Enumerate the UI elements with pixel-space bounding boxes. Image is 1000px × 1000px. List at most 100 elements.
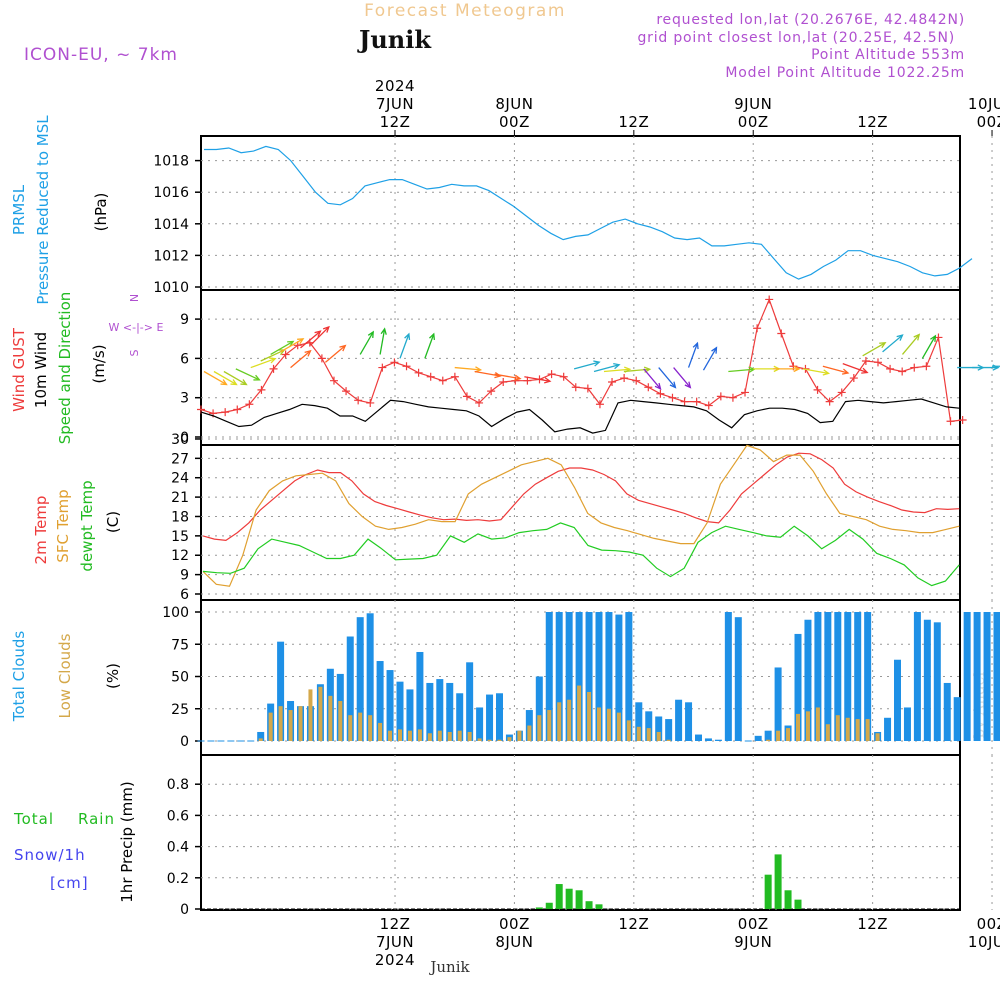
gust-marker — [849, 374, 858, 383]
arrow-shaft — [882, 334, 903, 353]
arrow-shaft — [399, 333, 410, 359]
gust-marker — [716, 392, 725, 401]
gust-marker — [329, 376, 338, 385]
total-cloud-bar — [257, 731, 265, 741]
low-cloud-bar — [805, 711, 810, 741]
wind-direction-arrow — [213, 370, 238, 386]
total-cloud-bar — [953, 697, 961, 741]
rain-bar — [595, 904, 603, 909]
total-cloud-bar — [446, 682, 454, 741]
wind-direction-arrow — [399, 332, 411, 359]
y-tick-label: 0.8 — [167, 777, 189, 793]
gust-marker — [269, 364, 278, 373]
top-time-label: 8JUN — [495, 95, 533, 113]
y-tick-label: 3 — [180, 391, 189, 407]
low-cloud-bar — [567, 699, 572, 741]
model-label: ICON-EU, ~ 7km — [24, 45, 178, 65]
wind-direction-arrow — [203, 370, 228, 386]
low-cloud-bar — [656, 731, 661, 741]
arrow-head — [304, 349, 312, 357]
total-cloud-bar — [585, 612, 593, 741]
arrow-shaft — [603, 368, 630, 373]
point-altitude: Point Altitude 553m — [811, 47, 965, 63]
wind-direction-arrow — [424, 332, 436, 359]
total-cloud-bar — [824, 612, 832, 741]
y-tick-label: 0 — [180, 734, 189, 750]
y-tick-label: 9 — [180, 312, 189, 328]
meteogram-title: Forecast Meteogram — [364, 1, 566, 21]
total-cloud-bar — [774, 667, 782, 741]
arrow-shaft — [474, 370, 501, 377]
total-cloud-bar — [933, 622, 941, 741]
rain-bar — [575, 890, 583, 909]
total-cloud-bar — [704, 738, 712, 741]
total-cloud-bar — [436, 679, 444, 741]
y-tick-label: 9 — [180, 568, 189, 584]
wind-direction-arrow — [702, 346, 718, 371]
arrow-head — [220, 379, 228, 386]
total-cloud-bar — [764, 730, 772, 741]
model-altitude: Model Point Altitude 1022.25m — [725, 65, 965, 81]
low-cloud-bar — [597, 707, 601, 741]
y-tick-label: 6 — [180, 587, 189, 603]
arrow-shaft — [728, 368, 755, 373]
gust-marker — [813, 385, 822, 394]
y-tick-label: 25 — [171, 702, 189, 718]
gust-marker — [487, 387, 496, 396]
top-time-label: 12Z — [857, 113, 888, 131]
compass-south: S — [128, 349, 141, 356]
arrow-head — [429, 332, 436, 341]
y-tick-label: 1018 — [153, 154, 189, 170]
precip-unit: 1hr Precip (mm) — [118, 781, 136, 902]
y-tick-label: 0.2 — [167, 871, 189, 887]
total-cloud-bar — [894, 659, 901, 741]
arrow-head — [322, 325, 330, 333]
arrow-head — [253, 374, 261, 381]
total-cloud-bar — [695, 734, 702, 741]
top-time-label: 00Z — [738, 113, 769, 131]
arrow-head — [930, 334, 937, 342]
gust-marker — [873, 358, 882, 367]
arrow-head — [654, 382, 662, 390]
wind-direction-arrow — [822, 365, 850, 375]
low-cloud-bar — [298, 706, 303, 741]
gust-marker — [728, 393, 737, 402]
low-cloud-bar — [786, 728, 791, 741]
gust-marker — [644, 383, 653, 392]
arrow-head — [793, 365, 801, 373]
temp2m-line — [202, 452, 960, 542]
total-cloud-bar — [426, 682, 434, 741]
gust-marker — [753, 324, 762, 333]
total-cloud-bar — [416, 651, 424, 741]
gust-marker — [680, 397, 689, 406]
total-cloud-bar — [973, 612, 981, 741]
gust-marker — [571, 383, 580, 392]
arrow-head — [269, 357, 277, 364]
arrow-head — [841, 368, 850, 375]
cloud-label-total: Total Clouds — [10, 631, 28, 723]
total-cloud-bar — [406, 689, 414, 741]
arrow-shaft — [260, 349, 285, 362]
arrow-shaft — [454, 366, 481, 371]
pressure-label-1: PRMSL — [10, 184, 28, 235]
arrow-shaft — [901, 334, 920, 355]
arrow-head — [287, 340, 295, 347]
total-cloud-bar — [605, 612, 613, 741]
low-cloud-bar — [616, 712, 621, 741]
low-cloud-bar — [646, 728, 651, 741]
wind-direction-arrow — [901, 333, 921, 355]
wind-direction-arrow — [474, 370, 502, 379]
bottom-time-label: 12Z — [618, 915, 649, 933]
low-cloud-bar — [407, 730, 412, 741]
wind-direction-arrow — [359, 330, 374, 355]
arrow-shaft — [223, 370, 247, 386]
gust-marker — [221, 408, 230, 417]
arrow-head — [339, 344, 347, 352]
gust-marker — [559, 372, 568, 381]
precip-label-cm: [cm] — [50, 874, 89, 892]
wind-direction-arrow — [309, 325, 330, 346]
pressure-panel-labels: PRMSL Pressure Reduced to MSL (hPa) — [10, 115, 110, 305]
total-cloud-bar — [386, 670, 394, 741]
arrow-head — [367, 330, 374, 338]
